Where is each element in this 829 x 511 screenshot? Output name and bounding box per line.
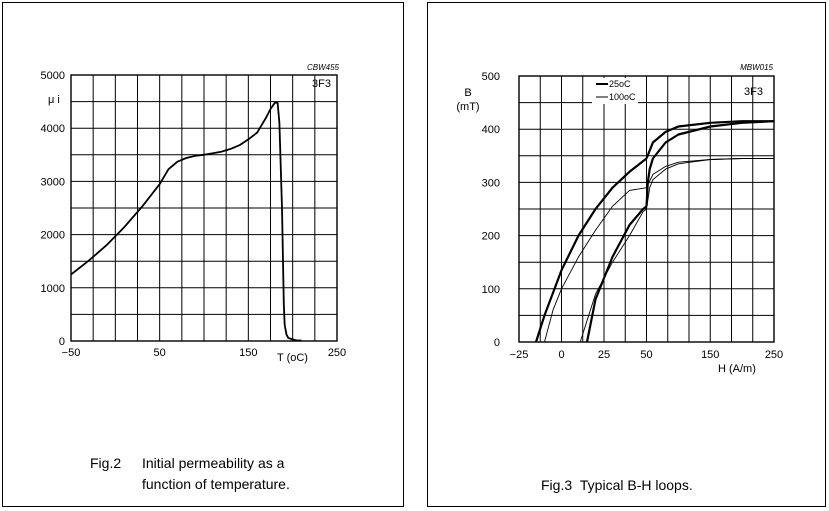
- plot-frame: [70, 74, 338, 342]
- y-tick-label: 4000: [41, 123, 65, 135]
- x-tick-labels: −50 50 150 250: [62, 347, 347, 359]
- y-tick-label: 0: [59, 336, 65, 348]
- x-tick-label: 25: [598, 349, 610, 361]
- bh-loop-25c-branch: [645, 120, 774, 159]
- x-tick-label: 250: [328, 347, 346, 359]
- y-axis-label-line1: B: [464, 87, 471, 99]
- caption-number: Fig.3: [541, 477, 573, 493]
- permeability-curve: [70, 101, 302, 342]
- y-axis-label-line2: (mT): [456, 101, 479, 113]
- legend-entry-100c: 100oC: [609, 92, 636, 102]
- caption-line-1: Initial permeability as a: [142, 455, 285, 471]
- x-tick-labels: −25 0 25 50 150 250: [510, 349, 784, 361]
- figure-code: MBW015: [740, 63, 773, 72]
- y-tick-label: 0: [494, 337, 500, 349]
- caption-number: Fig.2: [90, 455, 122, 471]
- bh-loop-25c-branch: [645, 120, 775, 207]
- grid: [70, 74, 338, 342]
- plot-frame: [518, 75, 775, 343]
- x-axis-label: T (oC): [277, 352, 308, 364]
- figure-caption: Fig.3 Typical B-H loops.: [541, 475, 693, 496]
- bh-loop-chart: 0 100 200 300 400 500 −25 0 25 50 150 250 B (mT) H…: [456, 63, 784, 375]
- figure-code: CBW455: [307, 63, 340, 72]
- series-group: [534, 120, 775, 343]
- x-tick-label: −25: [510, 349, 529, 361]
- y-tick-label: 200: [482, 231, 500, 243]
- y-tick-label: 2000: [41, 230, 65, 242]
- x-tick-label: 150: [701, 349, 719, 361]
- x-axis-label: H (A/m): [718, 363, 756, 375]
- bh-loop-25c-branch: [534, 157, 648, 343]
- figure-panel-bh-loops: 0 100 200 300 400 500 −25 0 25 50 150 250 B (mT) H…: [427, 2, 826, 507]
- series-group: [70, 101, 302, 342]
- legend-box: [592, 78, 638, 104]
- y-tick-labels: 0 1000 2000 3000 4000 5000: [41, 70, 65, 348]
- x-tick-label: 50: [640, 349, 652, 361]
- y-tick-label: 5000: [41, 70, 65, 82]
- y-tick-label: 1000: [41, 283, 65, 295]
- y-tick-labels: 0 100 200 300 400 500: [482, 71, 500, 349]
- bh-loop-100c-branch: [579, 208, 647, 343]
- caption-line-1: Typical B-H loops.: [579, 477, 693, 493]
- y-tick-label: 500: [482, 71, 500, 83]
- y-tick-label: 300: [482, 177, 500, 189]
- y-tick-label: 400: [482, 124, 500, 136]
- x-tick-label: 150: [239, 347, 257, 359]
- material-label: 3F3: [312, 78, 331, 90]
- permeability-chart: 0 1000 2000 3000 4000 5000 −50 50 150 250 μ i T …: [41, 63, 347, 364]
- x-tick-label: −50: [62, 347, 81, 359]
- x-tick-label: 0: [558, 349, 564, 361]
- y-axis-label: μ i: [48, 94, 60, 106]
- y-tick-label: 100: [482, 284, 500, 296]
- legend-entry-25c: 25oC: [609, 79, 631, 89]
- x-tick-label: 250: [765, 349, 783, 361]
- material-label: 3F3: [744, 86, 763, 98]
- y-tick-label: 3000: [41, 176, 65, 188]
- bh-loop-100c-branch: [646, 158, 774, 210]
- figure-panel-permeability: 0 1000 2000 3000 4000 5000 −50 50 150 250 μ i T …: [2, 2, 404, 507]
- bh-loop-100c-branch: [544, 187, 647, 343]
- x-tick-label: 50: [154, 347, 166, 359]
- caption-line-2: function of temperature.: [142, 476, 290, 492]
- figure-caption: Fig.2 Initial permeability as a function …: [90, 453, 290, 495]
- bh-loop-25c-branch: [585, 205, 648, 343]
